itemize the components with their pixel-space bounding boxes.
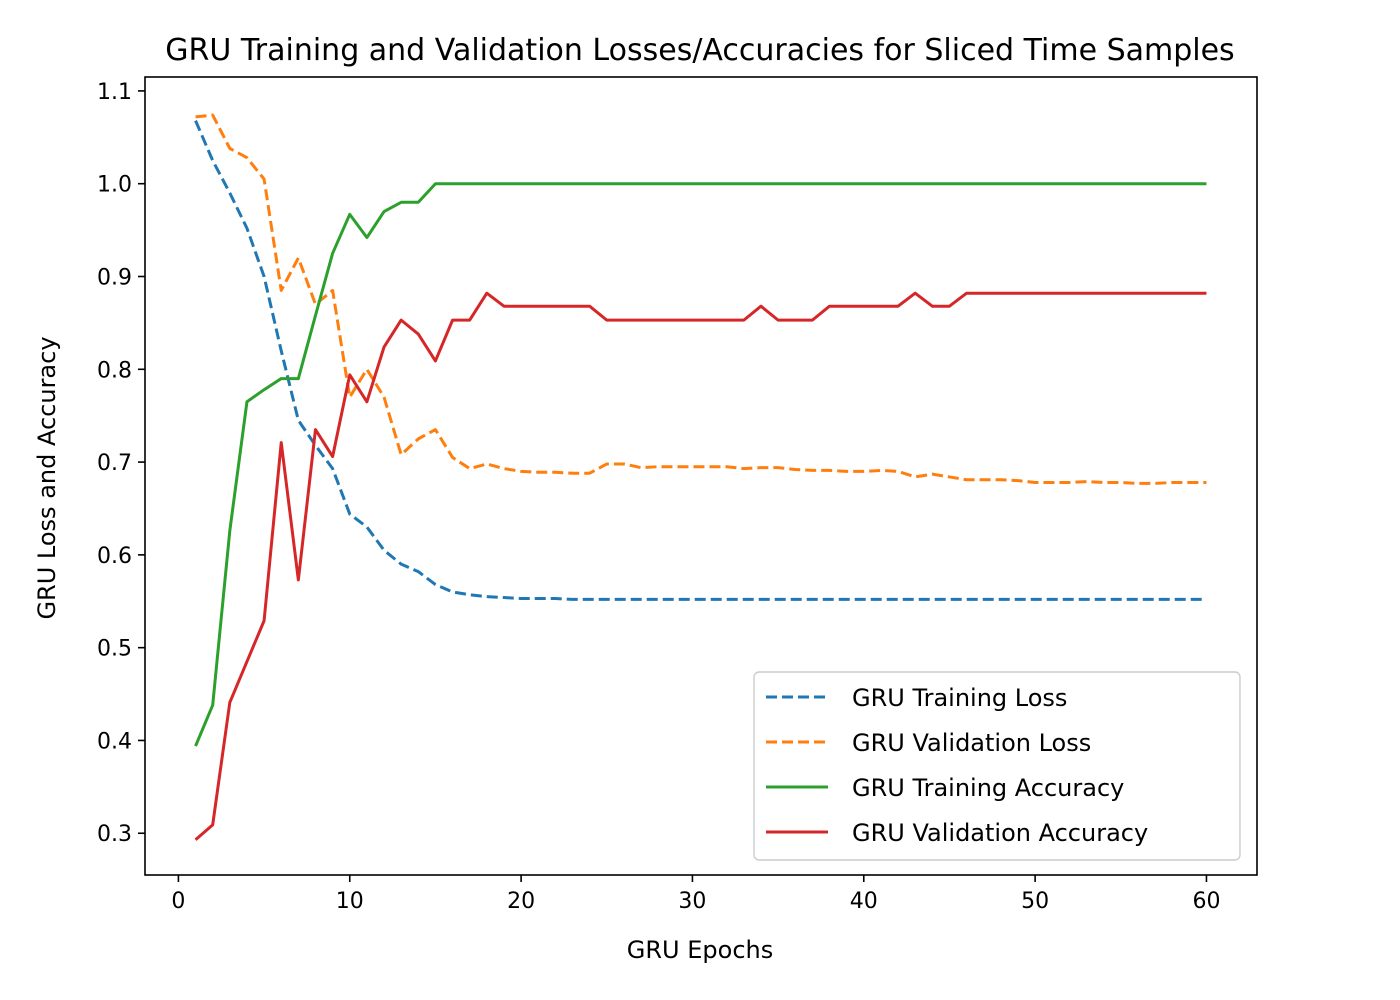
x-tick-label: 50	[1021, 889, 1049, 914]
legend-box	[753, 671, 1241, 861]
x-axis: 0 10 20 30 40 50 60	[171, 875, 1220, 914]
plot-frame	[144, 76, 1258, 876]
series-line-gru-training-accuracy	[194, 182, 1207, 747]
y-tick-label: 1.1	[97, 80, 132, 105]
legend-label: GRU Validation Accuracy	[852, 819, 1148, 847]
y-axis: 0.3 0.4 0.5 0.6 0.7 0.8 0.9 1.0 1.1	[97, 80, 145, 847]
legend-label: GRU Training Accuracy	[852, 774, 1124, 802]
y-tick-label: 0.6	[97, 544, 132, 569]
legend: GRU Training Loss GRU Validation Loss GRU …	[753, 671, 1241, 861]
plot-lines	[194, 113, 1207, 841]
x-tick-label: 0	[171, 889, 185, 914]
y-tick-label: 0.7	[97, 451, 132, 476]
chart-title: GRU Training and Validation Losses/Accur…	[165, 33, 1234, 68]
y-tick-label: 0.4	[97, 729, 132, 754]
y-tick-label: 0.8	[97, 358, 132, 383]
series-line-gru-validation-accuracy	[194, 291, 1207, 841]
x-tick-label: 40	[850, 889, 878, 914]
y-tick-label: 0.3	[97, 822, 132, 847]
x-tick-label: 20	[507, 889, 535, 914]
y-tick-label: 0.9	[97, 266, 132, 291]
x-tick-label: 60	[1192, 889, 1220, 914]
x-axis-label: GRU Epochs	[627, 936, 773, 964]
y-tick-label: 1.0	[97, 173, 132, 198]
x-tick-label: 10	[336, 889, 364, 914]
series-line-gru-training-loss	[194, 120, 1207, 601]
series-line-gru-validation-loss	[195, 113, 1207, 485]
y-tick-label: 0.5	[97, 637, 132, 662]
y-axis-label: GRU Loss and Accuracy	[33, 336, 61, 619]
legend-label: GRU Validation Loss	[852, 729, 1091, 757]
legend-label: GRU Training Loss	[852, 684, 1067, 712]
x-tick-label: 30	[678, 889, 706, 914]
